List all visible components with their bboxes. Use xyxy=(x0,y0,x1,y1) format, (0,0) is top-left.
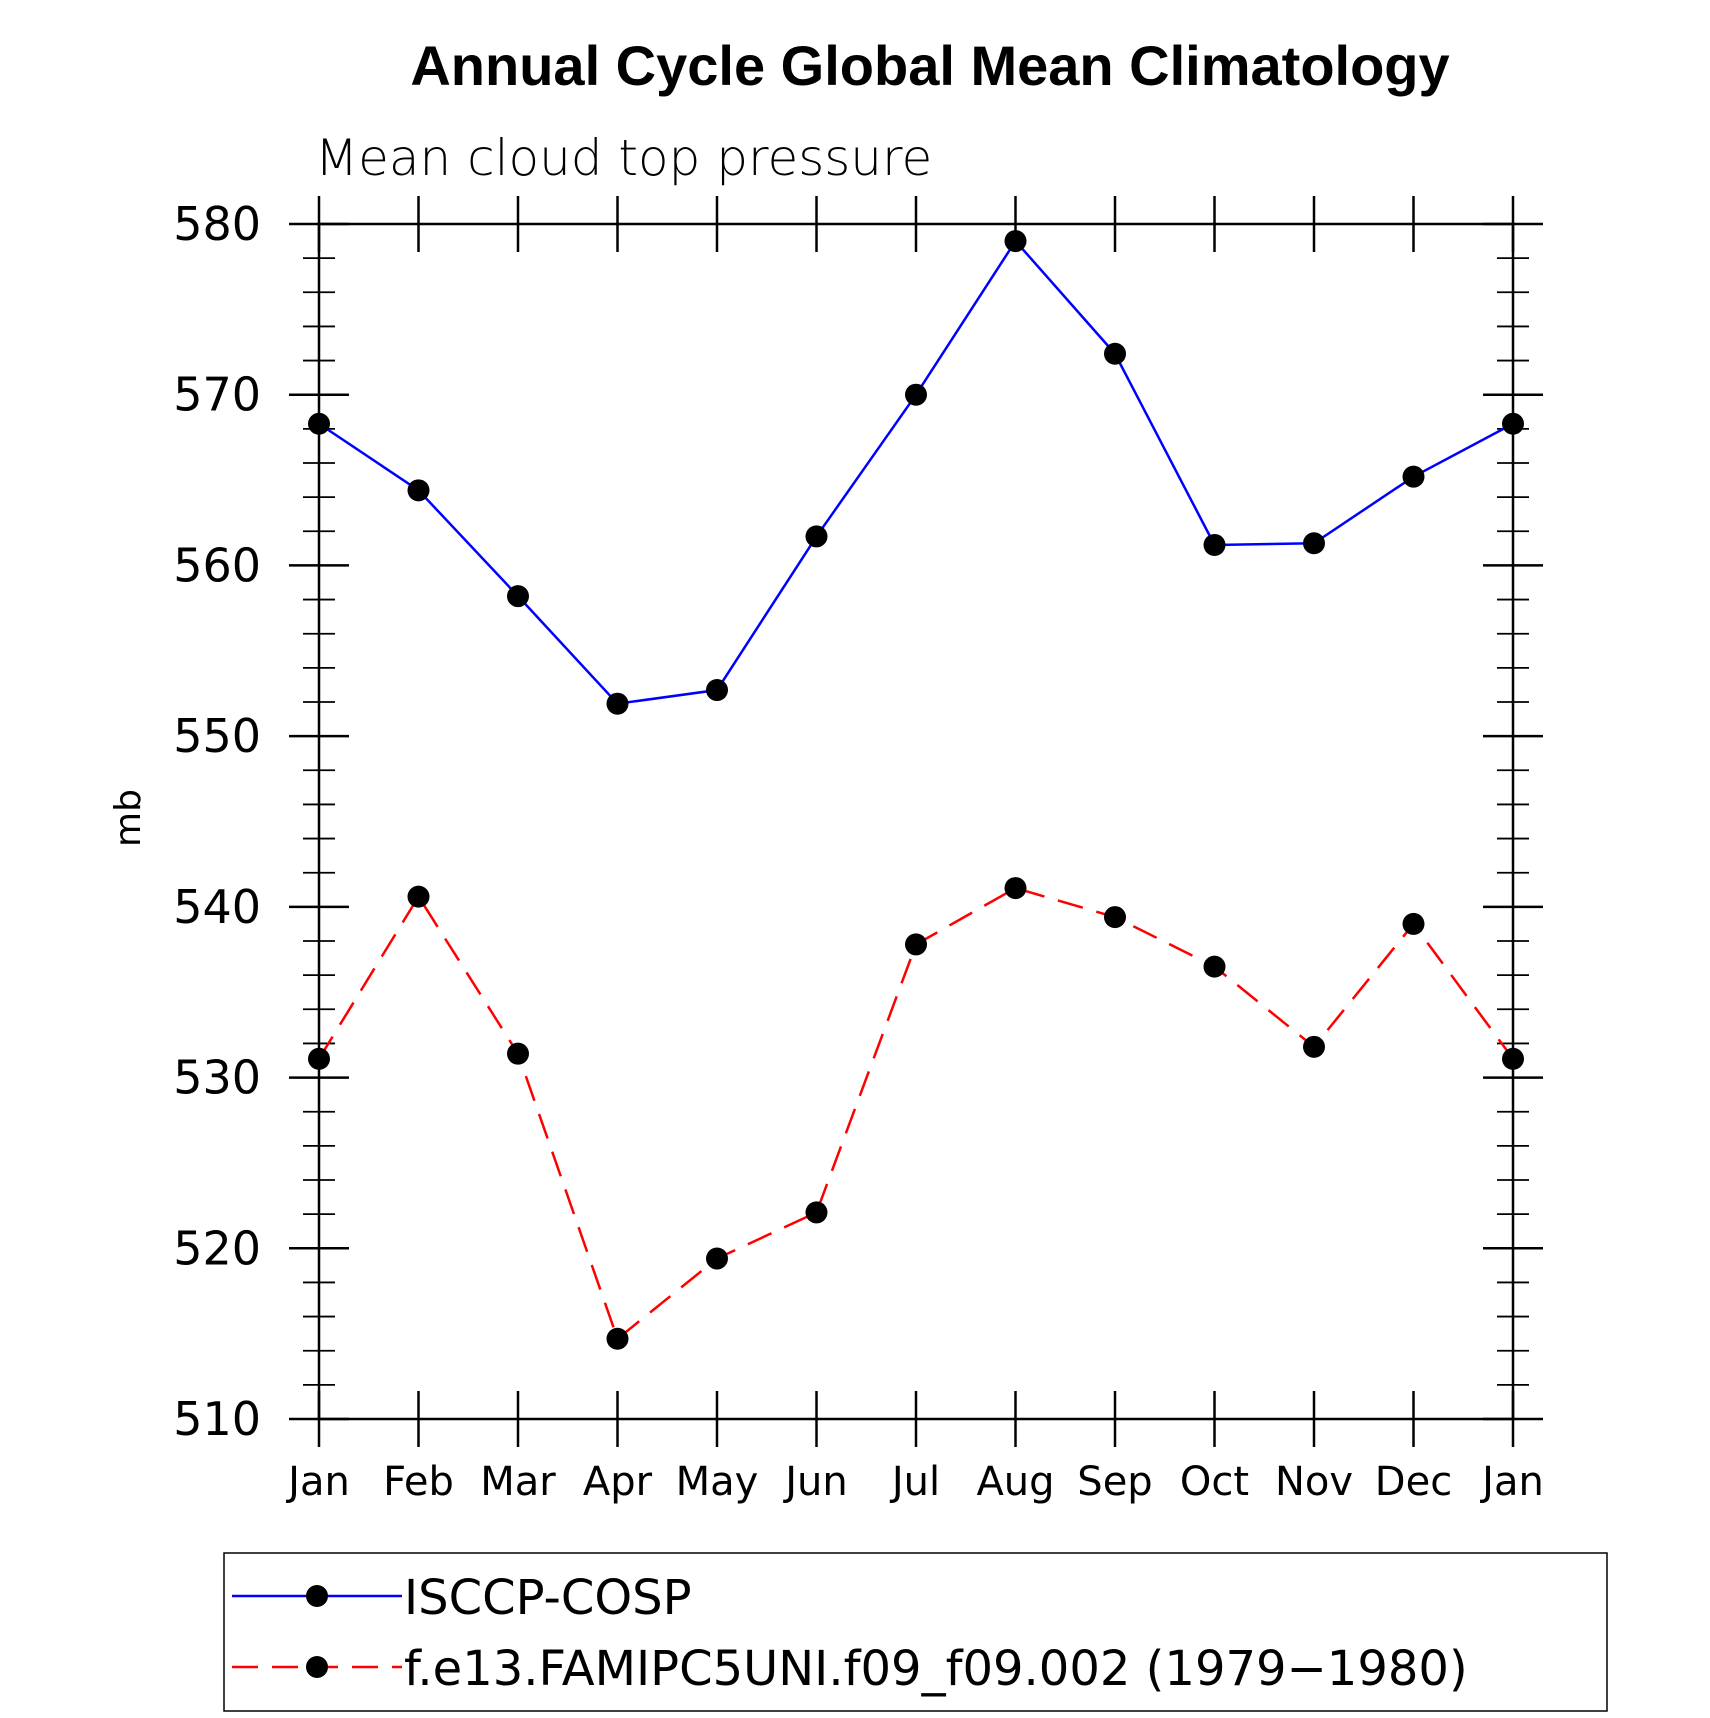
legend-label-isccp: ISCCP-COSP xyxy=(404,1570,692,1626)
data-point xyxy=(805,525,828,548)
data-point xyxy=(1303,1035,1325,1058)
data-point xyxy=(905,933,927,956)
data-point xyxy=(805,1201,828,1224)
data-point xyxy=(1502,1047,1524,1070)
y-tick-label: 580 xyxy=(173,197,261,251)
data-point xyxy=(407,885,430,908)
x-tick-label: Apr xyxy=(583,1459,653,1505)
x-tick-label: May xyxy=(676,1459,759,1505)
legend: ISCCP-COSP f.e13.FAMIPC5UNI.f09_f09.002 … xyxy=(223,1552,1608,1712)
y-tick-label: 570 xyxy=(173,368,261,422)
data-point xyxy=(308,1047,330,1070)
x-tick-label: Oct xyxy=(1180,1459,1249,1505)
data-point xyxy=(1203,533,1226,556)
data-point xyxy=(1004,230,1027,253)
data-point xyxy=(1402,465,1425,488)
legend-marker-model xyxy=(306,1656,328,1678)
data-point xyxy=(706,679,728,702)
y-tick-label: 540 xyxy=(173,880,261,934)
data-point xyxy=(507,585,529,608)
y-axis-label: mb xyxy=(108,789,149,847)
data-point xyxy=(1502,412,1524,435)
data-point xyxy=(407,479,430,502)
x-tick-label: Feb xyxy=(383,1459,454,1505)
x-tick-label: Jul xyxy=(889,1459,940,1505)
x-tick-label: Jan xyxy=(1479,1459,1544,1505)
data-point xyxy=(606,692,629,715)
data-point xyxy=(507,1042,529,1065)
x-tick-label: Mar xyxy=(480,1459,556,1505)
data-point xyxy=(1104,342,1126,365)
data-point xyxy=(1004,877,1027,900)
x-tick-label: Aug xyxy=(976,1459,1054,1505)
data-point xyxy=(1203,955,1226,978)
axes: Jan Feb Mar Apr May Jun Jul Aug Sep Oct Nov Dec Jan 5… xyxy=(173,196,1544,1505)
data-point xyxy=(905,383,927,406)
x-tick-label: Dec xyxy=(1375,1459,1452,1505)
x-tick-label: Jan xyxy=(285,1459,350,1505)
legend-box xyxy=(223,1552,1608,1712)
data-point xyxy=(706,1247,728,1270)
legend-marker-isccp xyxy=(306,1585,328,1607)
x-tick-label: Sep xyxy=(1077,1459,1152,1505)
x-tick-label: Nov xyxy=(1275,1459,1353,1505)
y-tick-label: 530 xyxy=(173,1051,261,1105)
legend-label-model: f.e13.FAMIPC5UNI.f09_f09.002 (1979−1980) xyxy=(404,1641,1468,1697)
x-tick-label: Jun xyxy=(782,1459,848,1505)
y-tick-label: 510 xyxy=(173,1392,261,1446)
y-tick-label: 550 xyxy=(173,709,261,763)
chart-subtitle: Mean cloud top pressure xyxy=(315,129,932,187)
series-line xyxy=(318,239,1514,706)
series-layer xyxy=(308,230,1524,1350)
data-point xyxy=(606,1327,629,1350)
chart-title: Annual Cycle Global Mean Climatology xyxy=(410,34,1449,97)
series-line xyxy=(317,886,1515,1341)
y-tick-label: 560 xyxy=(173,538,261,592)
data-point xyxy=(1303,532,1325,555)
y-tick-label: 520 xyxy=(173,1221,261,1275)
data-point xyxy=(1402,912,1425,935)
data-point xyxy=(1104,906,1126,929)
data-point xyxy=(308,412,330,435)
